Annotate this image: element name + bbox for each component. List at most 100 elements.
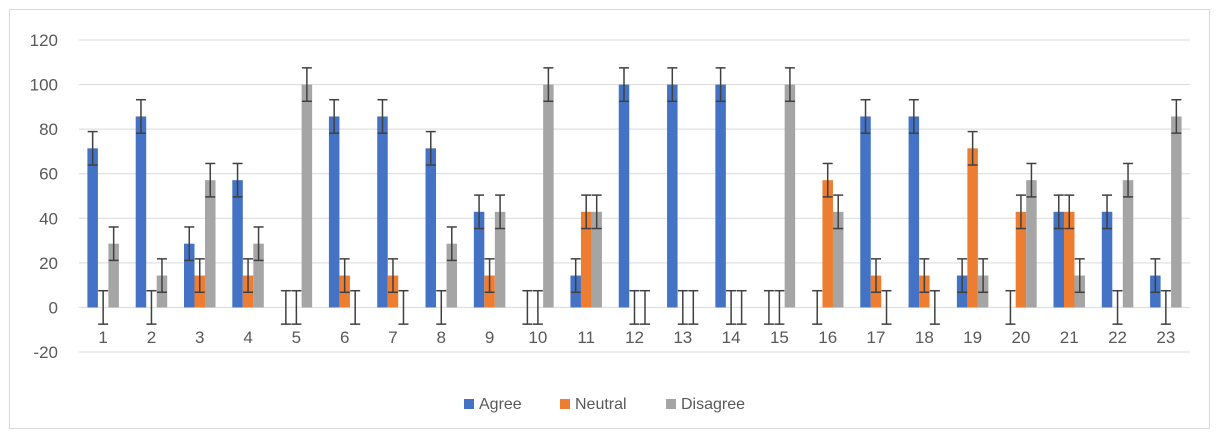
bars [87,84,1182,308]
bar-disagree [301,84,313,308]
legend-label: Agree [479,396,522,413]
error-bar [1074,258,1085,294]
error-bars [87,67,1182,325]
bar-agree [135,116,147,308]
bar-disagree [205,180,216,308]
bar-agree [87,148,98,308]
bar-neutral [822,180,833,308]
x-tick-label: 1 [98,328,107,347]
bar-agree [232,180,243,308]
error-bar [425,130,436,166]
bar-disagree [253,243,264,308]
x-tick-label: 9 [485,328,494,347]
error-bar [291,289,302,325]
x-tick-label: 15 [770,328,789,347]
gridlines [79,39,1190,353]
x-tick-label: 10 [528,328,547,347]
error-bar [253,226,264,262]
bar-neutral [967,148,978,308]
error-bar [87,130,98,166]
error-bar [581,194,592,230]
x-tick-label: 7 [388,328,397,347]
error-bar [98,289,109,325]
error-bar [619,67,629,103]
error-bar [398,289,409,325]
bar-agree [473,211,485,308]
error-bar [387,258,398,294]
error-bar [522,289,533,325]
error-bar [591,194,602,230]
error-bar [156,258,167,294]
error-bar [822,162,833,198]
error-bar [881,289,892,325]
y-tick-label: 100 [30,76,58,95]
error-bar [1171,98,1182,134]
x-tick-label: 23 [1156,328,1175,347]
error-bar [1015,194,1026,230]
error-bar [929,289,940,325]
error-bar [1160,289,1171,325]
x-tick-label: 20 [1011,328,1030,347]
error-bar [1064,194,1075,230]
error-bar [978,258,989,294]
x-tick-label: 12 [625,328,644,347]
error-bar [474,194,485,230]
x-tick-label: 2 [147,328,156,347]
error-bar [1026,162,1037,198]
legend-item-agree: Agree [464,396,522,413]
error-bar [833,194,844,230]
x-tick-label: 21 [1060,328,1079,347]
x-tick-label: 5 [292,328,301,347]
y-tick-label: 60 [39,165,58,184]
bar-disagree [108,243,119,308]
bar-disagree [1026,180,1037,308]
legend: Agree Neutral Disagree [464,396,745,413]
x-tick-label: 22 [1108,328,1127,347]
error-bar [736,289,747,325]
error-bar [339,258,350,294]
error-bar [715,67,726,103]
error-bar [194,258,205,294]
x-tick-label: 16 [818,328,837,347]
legend-swatch [464,399,474,409]
error-bar [860,98,871,134]
error-bar [629,289,640,325]
error-bar [135,98,146,134]
legend-label: Disagree [681,396,745,413]
error-bar [667,67,678,103]
bar-disagree [784,84,796,308]
error-bar [763,289,774,325]
error-bar [377,98,388,134]
x-tick-label: 8 [437,328,446,347]
error-bar [184,226,195,262]
error-bar [205,162,216,198]
bar-neutral [1015,211,1027,308]
error-bar [108,226,119,262]
error-bar [232,162,243,198]
error-bar [1005,289,1016,325]
bar-disagree [591,211,602,308]
bar-neutral [1063,211,1075,308]
error-bar [543,67,554,103]
error-bar [688,289,699,325]
error-bar [350,289,361,325]
x-tick-label: 4 [243,328,252,347]
legend-swatch [560,399,570,409]
legend-label: Neutral [575,396,627,413]
bar-disagree [832,211,844,308]
error-bar [967,130,978,166]
error-bar [871,258,882,294]
bar-agree [715,84,726,308]
bar-agree [1053,211,1064,308]
y-axis: -20 0 20 40 60 80 100 120 [30,31,58,362]
x-tick-label: 14 [722,328,741,347]
x-tick-label: 3 [195,328,204,347]
x-axis: 1 2 3 4 5 6 7 8 9 10 11 12 13 14 15 16 17 18 19 20 21 22 23 [98,328,1175,347]
error-bar [774,289,785,325]
error-bar [726,289,737,325]
bar-disagree [1171,116,1182,308]
error-bar [1102,194,1113,230]
bar-agree [667,84,678,308]
bar-disagree [446,243,458,308]
error-bar [957,258,968,294]
